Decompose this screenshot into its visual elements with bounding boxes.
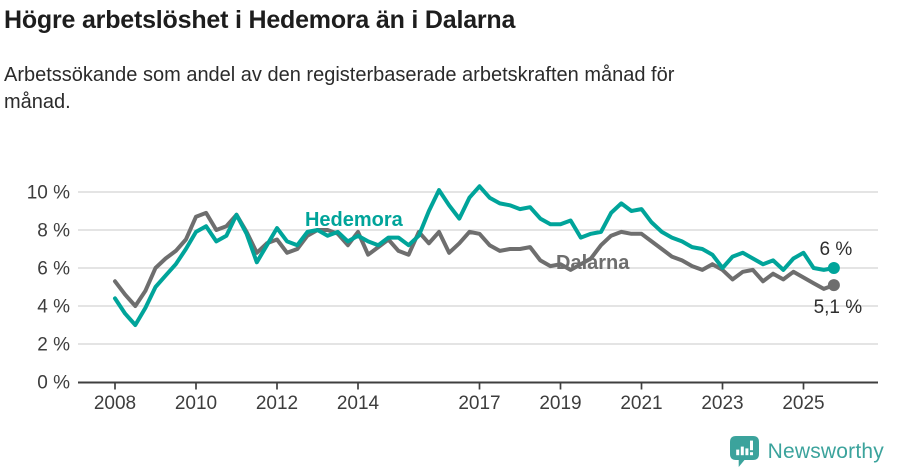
y-axis-tick-label: 10 %: [27, 183, 70, 204]
x-axis-tick-label: 2010: [175, 393, 217, 414]
x-axis-tick-label: 2021: [620, 393, 662, 414]
series-name-label-hedemora: Hedemora: [305, 209, 404, 231]
y-axis-tick-label: 8 %: [37, 221, 70, 242]
y-axis-tick-label: 2 %: [37, 335, 70, 356]
x-axis-tick-label: 2019: [539, 393, 581, 414]
chart-subtitle: Arbetssökande som andel av den registerb…: [4, 64, 675, 113]
x-axis-tick-label: 2012: [256, 393, 298, 414]
series-end-value-label: 5,1 %: [814, 297, 863, 318]
x-axis-tick-label: 2008: [94, 393, 136, 414]
series-end-dot-dalarna: [827, 279, 840, 292]
y-axis-tick-label: 4 %: [37, 297, 70, 318]
y-axis-tick-label: 0 %: [37, 373, 70, 394]
x-axis-tick-label: 2017: [458, 393, 500, 414]
series-end-dot-hedemora: [827, 262, 840, 274]
x-axis-tick-label: 2014: [337, 393, 380, 414]
brand-footer: Newsworthy: [729, 436, 884, 468]
series-line-hedemora: [113, 184, 836, 327]
series-end-value-label: 6 %: [820, 239, 853, 260]
x-axis-tick-label: 2023: [701, 393, 743, 414]
newsworthy-logo-icon: [729, 436, 759, 467]
y-axis-tick-label: 6 %: [37, 259, 70, 280]
page-title: Högre arbetslöshet i Hedemora än i Dalar…: [4, 6, 516, 34]
x-axis-tick-label: 2025: [782, 393, 824, 414]
series-name-label-dalarna: Dalarna: [556, 252, 630, 274]
brand-name: Newsworthy: [767, 440, 884, 463]
series-line-dalarna: [113, 210, 836, 308]
